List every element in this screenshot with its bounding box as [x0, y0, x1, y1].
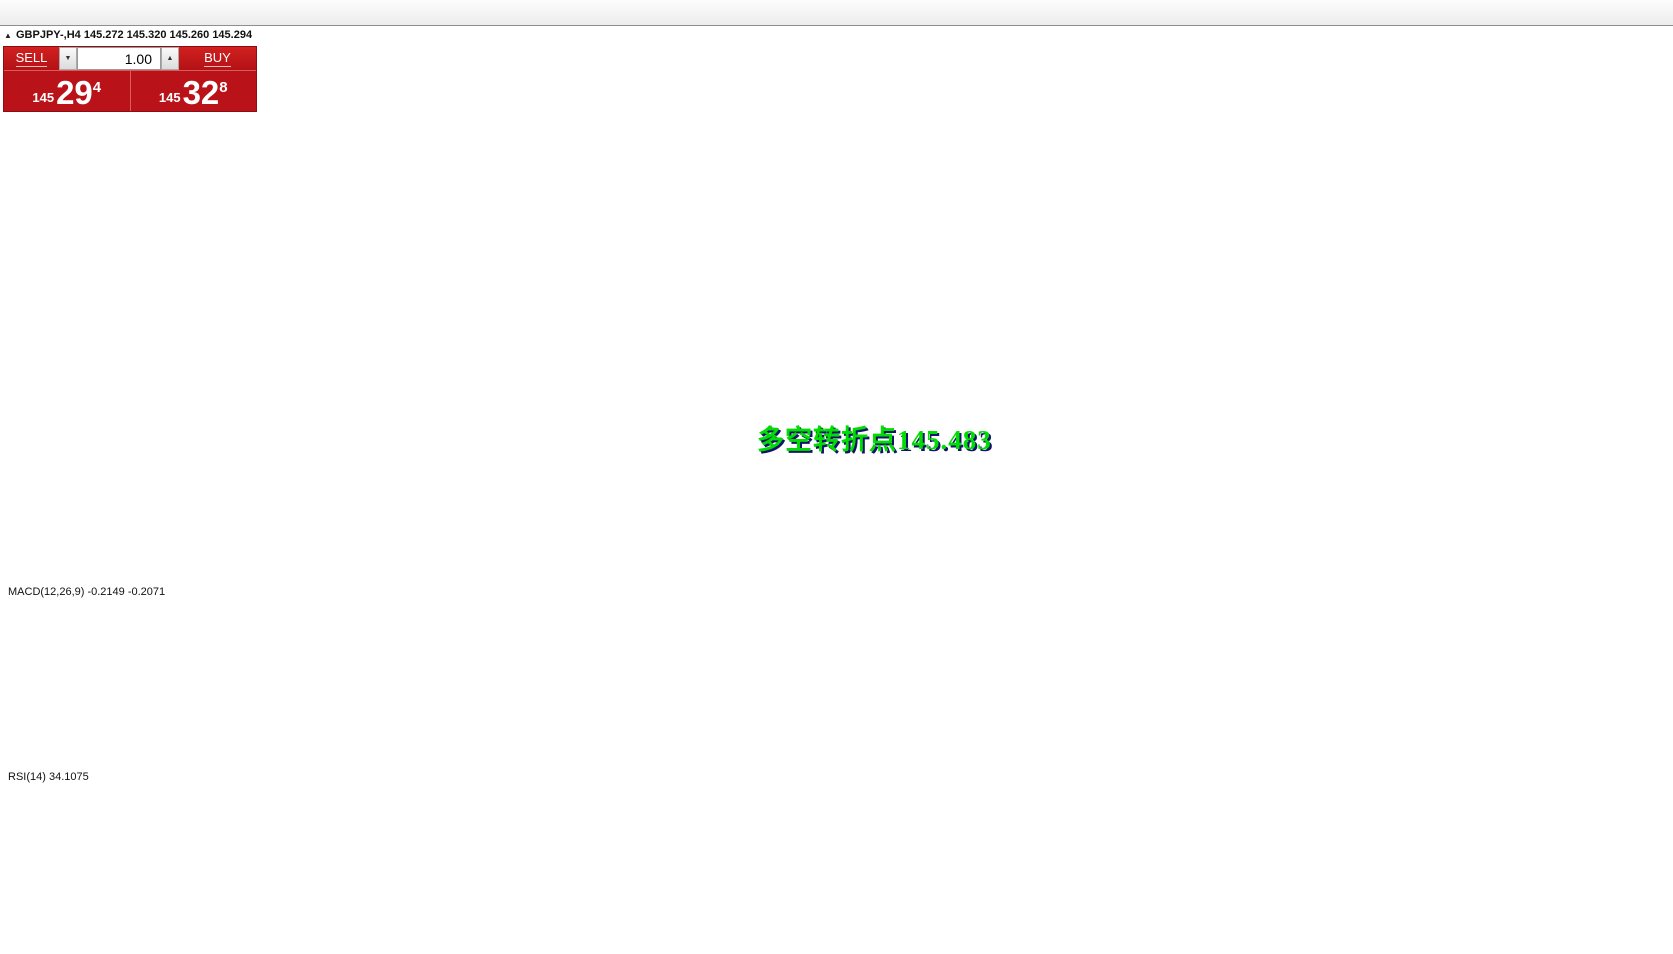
buy-price-big: 32 [182, 74, 220, 111]
buy-price-display[interactable]: 145 32 8 [131, 71, 257, 111]
sell-price-sup: 4 [92, 79, 102, 96]
sell-label: SELL [15, 50, 48, 67]
buy-button[interactable]: BUY [179, 47, 256, 70]
macd-indicator-label: MACD(12,26,9) -0.2149 -0.2071 [8, 586, 166, 598]
sell-price-display[interactable]: 145 29 4 [4, 71, 131, 111]
sell-button[interactable]: SELL [4, 47, 59, 70]
rsi-indicator-label: RSI(14) 34.1075 [8, 771, 89, 783]
volume-increase-button[interactable]: ▲ [161, 47, 179, 70]
volume-input[interactable]: 1.00 [77, 47, 161, 70]
buy-label: BUY [204, 50, 231, 67]
toolbar [0, 0, 1673, 26]
buy-price-sup: 8 [219, 79, 228, 96]
volume-decrease-button[interactable]: ▼ [59, 47, 77, 70]
one-click-trade-panel: SELL ▼ 1.00 ▲ BUY 145 29 4 145 32 8 [3, 46, 257, 112]
pivot-annotation-text[interactable]: 多空转折点145.483 [757, 425, 992, 455]
buy-price-prefix: 145 [158, 90, 181, 105]
sell-price-prefix: 145 [32, 90, 55, 105]
sell-price-big: 29 [56, 74, 93, 111]
symbol-ohlc-header: GBPJPY-,H4 145.272 145.320 145.260 145.2… [16, 29, 253, 41]
trade-panel-collapse-toggle[interactable]: ▲ [4, 31, 12, 40]
